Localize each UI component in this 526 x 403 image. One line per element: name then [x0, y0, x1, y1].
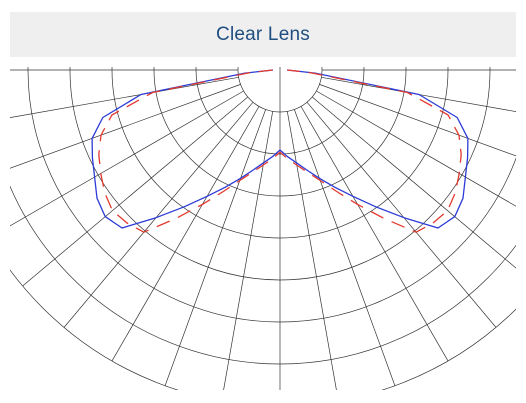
grid-spoke	[300, 106, 449, 362]
curves	[91, 69, 469, 233]
chart-title: Clear Lens	[216, 23, 310, 45]
grid-spoke	[63, 101, 254, 328]
grid-spoke	[64, 0, 253, 38]
grid-spoke	[321, 12, 526, 63]
grid-spoke	[0, 12, 239, 63]
grid-spoke	[111, 106, 260, 362]
grid-spoke	[316, 0, 526, 49]
curve-c90-c270	[98, 69, 462, 233]
grid-spoke	[23, 0, 248, 43]
grid-spoke	[112, 0, 259, 34]
grid-spoke	[312, 0, 526, 43]
grid-spoke	[0, 0, 241, 56]
grid-spoke	[223, 111, 274, 390]
grid-spoke	[10, 76, 239, 118]
chart-title-bar: Clear Lens	[10, 12, 516, 57]
grid-spoke	[164, 109, 266, 386]
grid-spoke	[301, 0, 448, 34]
grid-spoke	[294, 0, 395, 31]
grid-spoke	[321, 76, 516, 112]
grid-spoke	[10, 90, 244, 227]
grid-spoke	[306, 101, 497, 328]
grid-spoke	[286, 111, 337, 390]
grid-spoke	[319, 0, 526, 56]
grid-spoke	[165, 0, 266, 31]
grid-spoke	[222, 0, 273, 29]
grid-spoke	[319, 84, 516, 157]
grid-spoke	[307, 0, 496, 38]
grid-spoke	[287, 0, 338, 29]
grid-spoke	[10, 84, 241, 169]
grid-spoke	[22, 96, 249, 287]
grid-spoke	[294, 109, 396, 386]
grid-spoke	[311, 96, 516, 269]
grid-spoke	[0, 0, 244, 49]
curve-c0-c180	[91, 69, 469, 229]
grid-spoke	[316, 90, 516, 207]
